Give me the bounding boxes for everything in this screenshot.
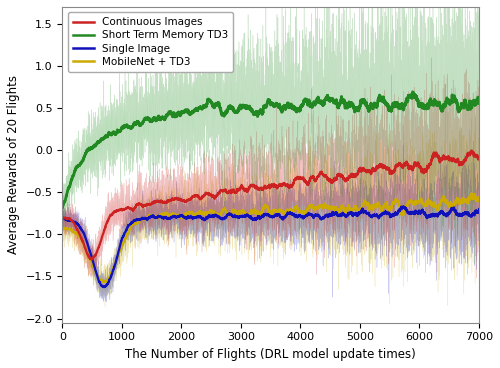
X-axis label: The Number of Flights (DRL model update times): The Number of Flights (DRL model update … [126,348,416,361]
Legend: Continuous Images, Short Term Memory TD3, Single Image, MobileNet + TD3: Continuous Images, Short Term Memory TD3… [68,12,234,72]
Y-axis label: Average Rewards of 20 Flights: Average Rewards of 20 Flights [7,75,20,254]
